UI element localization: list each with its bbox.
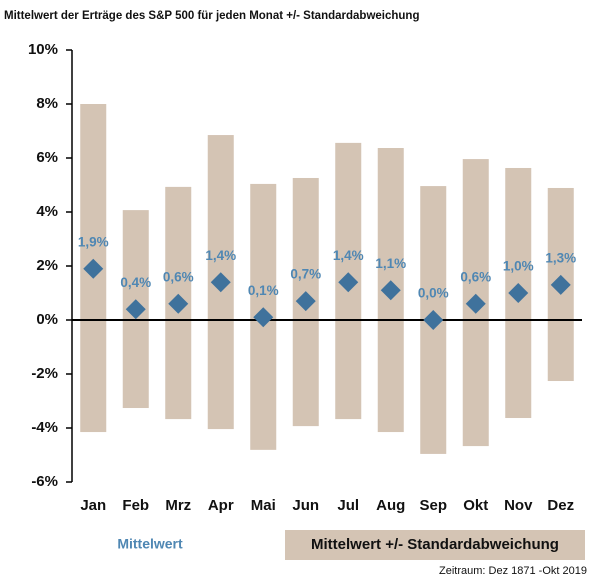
data-label: 0,6% <box>163 269 194 284</box>
y-tick-label: 2% <box>36 257 58 274</box>
data-label: 1,0% <box>503 259 534 274</box>
data-label: 1,4% <box>333 248 364 263</box>
x-tick-label: Mai <box>251 497 276 514</box>
note: Zeitraum: Dez 1871 -Okt 2019 <box>439 565 587 577</box>
data-label: 0,4% <box>120 275 151 290</box>
y-tick-label: -6% <box>31 473 58 490</box>
mean-marker <box>423 310 444 330</box>
x-tick-label: Aug <box>376 497 405 514</box>
chart-title: Mittelwert der Erträge des S&P 500 für j… <box>4 10 419 22</box>
legend-label: Mittelwert <box>117 536 183 552</box>
mean-marker <box>380 280 401 301</box>
data-label: 0,6% <box>460 269 491 284</box>
x-tick-label: Nov <box>504 497 533 514</box>
data-label: 1,9% <box>78 234 109 249</box>
data-label: 0,1% <box>248 283 279 298</box>
mean-marker <box>465 293 486 314</box>
mean-marker <box>338 272 359 293</box>
mean-marker <box>550 274 571 295</box>
x-tick-label: Jun <box>292 497 319 514</box>
x-tick-label: Jan <box>80 497 106 514</box>
x-tick-label: Sep <box>419 497 447 514</box>
y-tick-label: -2% <box>31 365 58 382</box>
x-tick-label: Apr <box>208 497 234 514</box>
legend-label: Mittelwert +/- Standardabweichung <box>311 536 559 553</box>
y-tick-label: 0% <box>36 311 58 328</box>
data-label: 0,7% <box>290 267 321 282</box>
x-tick-label: Feb <box>122 497 149 514</box>
x-tick-label: Okt <box>463 497 488 514</box>
x-tick-label: Jul <box>337 497 359 514</box>
y-tick-label: 4% <box>36 203 58 220</box>
mean-marker <box>210 272 231 293</box>
mean-marker <box>508 283 529 303</box>
y-tick-label: -4% <box>31 419 58 436</box>
y-tick-label: 8% <box>36 95 58 112</box>
legend-swatch <box>285 530 585 560</box>
y-tick-label: 6% <box>36 149 58 166</box>
x-tick-label: Mrz <box>165 497 191 514</box>
data-label: 1,1% <box>375 256 406 271</box>
data-label: 1,4% <box>205 248 236 263</box>
mean-marker <box>125 299 146 320</box>
mean-marker <box>253 307 274 328</box>
data-label: 1,3% <box>545 250 576 265</box>
mean-marker <box>83 258 104 279</box>
mean-marker <box>295 291 316 312</box>
mean-marker <box>168 293 189 314</box>
y-tick-label: 10% <box>28 41 58 58</box>
data-label: 0,0% <box>418 286 449 301</box>
x-tick-label: Dez <box>547 497 574 514</box>
